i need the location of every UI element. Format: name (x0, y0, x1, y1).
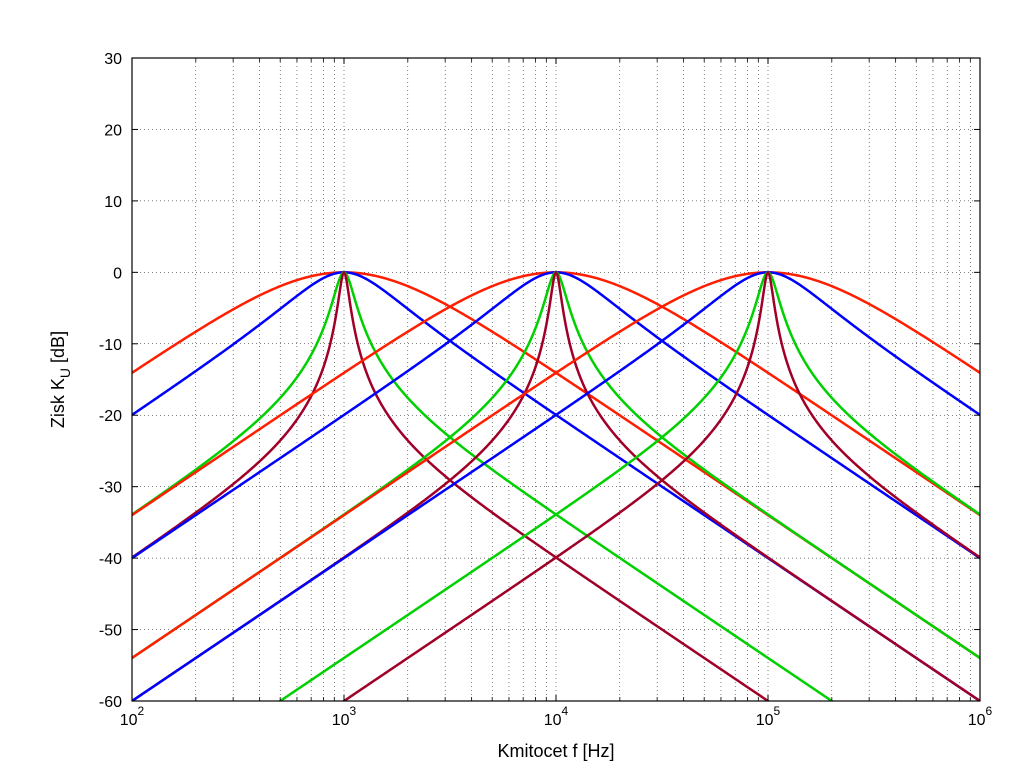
bode-plot: -60-50-40-30-20-100102030102103104105106… (0, 0, 1024, 767)
y-tick-label: 30 (104, 51, 122, 68)
y-tick-label: 0 (113, 265, 122, 282)
y-tick-label: -50 (99, 623, 122, 640)
x-axis-title: Kmitocet f [Hz] (497, 741, 614, 761)
y-tick-label: -10 (99, 337, 122, 354)
y-tick-label: -60 (99, 694, 122, 711)
y-tick-label: 10 (104, 194, 122, 211)
y-tick-label: -30 (99, 480, 122, 497)
y-tick-label: -20 (99, 408, 122, 425)
y-tick-label: 20 (104, 122, 122, 139)
y-tick-label: -40 (99, 551, 122, 568)
